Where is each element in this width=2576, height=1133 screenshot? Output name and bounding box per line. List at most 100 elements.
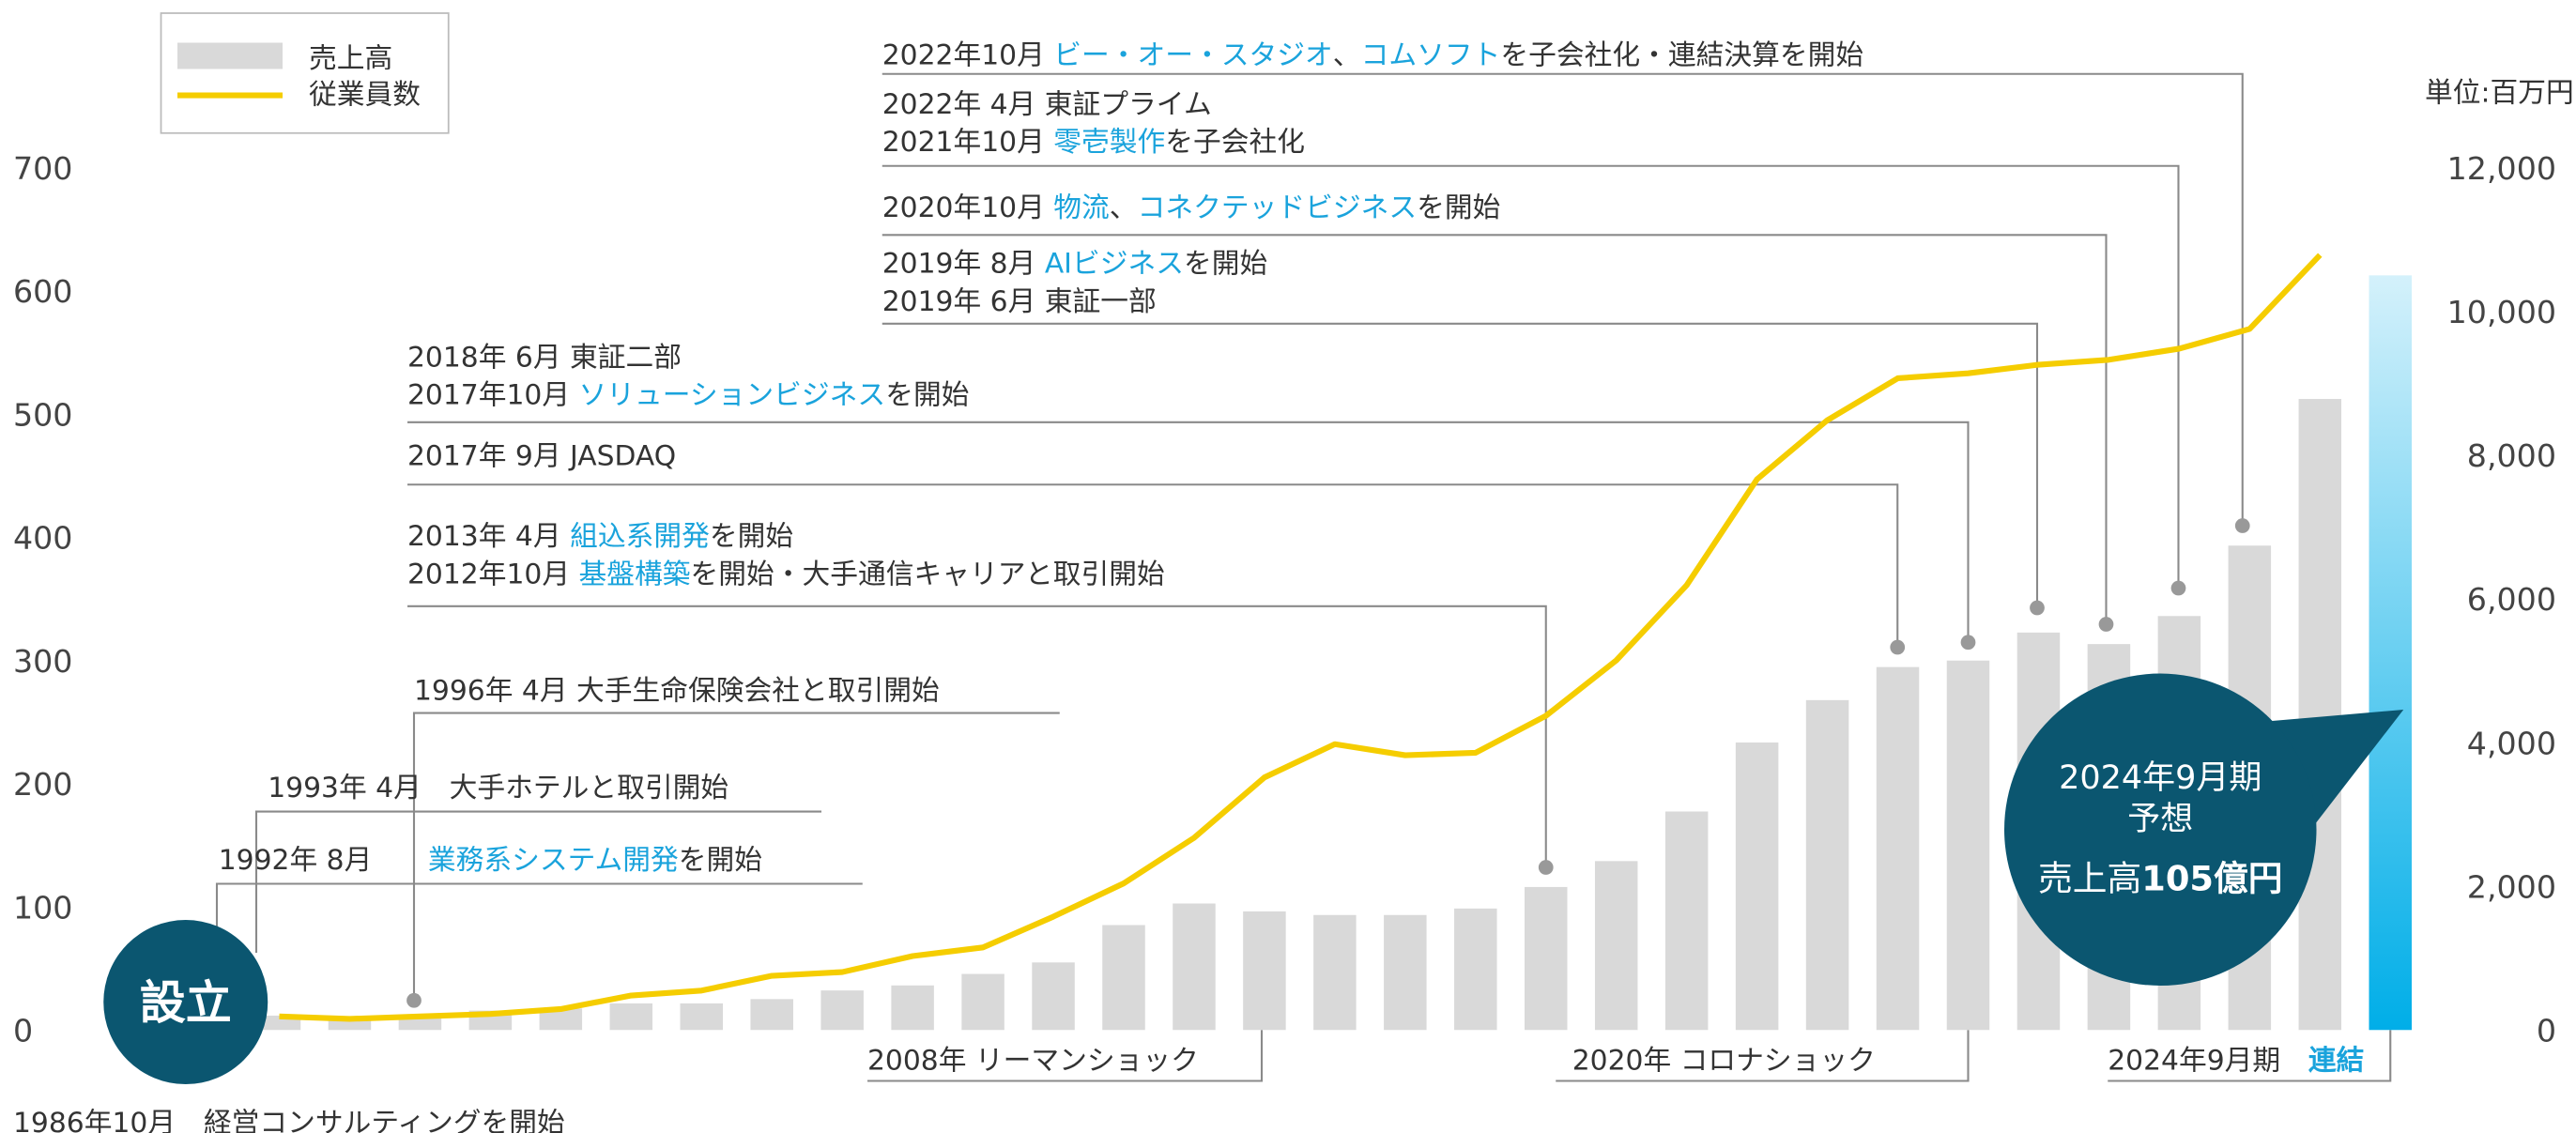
leader-dot [1960, 635, 1976, 651]
annotation-part: 2021年10月 [882, 126, 1054, 159]
y-tick-label: 500 [13, 396, 72, 433]
annotation-part: 基盤構築 [579, 558, 691, 590]
y2-tick-label: 2,000 [2467, 868, 2556, 905]
founding-badge [103, 920, 268, 1085]
annotation: 2022年 4月 東証プライム [882, 88, 1212, 121]
annotation-part: 2008年 リーマンショック [867, 1044, 1199, 1077]
bar [1173, 903, 1216, 1031]
annotation-part: 売上高 [2038, 859, 2141, 899]
leader-line [407, 483, 1899, 648]
annotation-part: 2022年 4月 東証プライム [882, 88, 1212, 121]
annotation-part: 2020年 コロナショック [1572, 1044, 1876, 1077]
annotation-part: 1986年10月 経営コンサルティングを開始 [13, 1107, 565, 1133]
y2-tick-label: 0 [2537, 1013, 2556, 1049]
bar [1735, 743, 1779, 1031]
leader-line [215, 882, 863, 928]
leader-dot [1538, 860, 1554, 875]
annotation-part: 零壱製作 [1053, 126, 1165, 159]
bar [1594, 861, 1638, 1031]
bar [1102, 925, 1145, 1031]
annotation-part: 業務系システム開発 [428, 844, 679, 877]
annotation-part: 2024年9月期 [2108, 1044, 2308, 1077]
annotation: 2019年 6月 東証一部 [882, 285, 1157, 318]
annotation-part: を子会社化 [1165, 126, 1305, 159]
bar [1525, 886, 1568, 1031]
bar [609, 1003, 653, 1031]
annotation-part: 2012年10月 [407, 558, 579, 590]
bar [961, 973, 1004, 1031]
annotation-part: ビー・オー・スタジオ [1053, 38, 1333, 71]
annotation: 2020年10月 物流、コネクテッドビジネスを開始 [882, 191, 1501, 224]
annotation: 2018年 6月 東証二部 [407, 341, 682, 374]
forecast-line: 2024年9月期 [2059, 759, 2262, 797]
y2-tick-label: 12,000 [2447, 150, 2556, 187]
annotation: 1992年 8月 業務系システム開発を開始 [219, 844, 762, 877]
employee-line [279, 253, 2323, 1022]
leader-line [882, 72, 2244, 527]
y2-tick-label: 8,000 [2467, 437, 2556, 474]
y-tick-label: 600 [13, 273, 72, 310]
annotation-part: ソリューションビジネス [579, 379, 886, 412]
bar [1454, 908, 1497, 1031]
y-tick-label: 300 [13, 643, 72, 680]
bar [1032, 962, 1075, 1031]
bar [750, 999, 793, 1031]
y2-tick-label: 6,000 [2467, 581, 2556, 618]
legend-swatch [177, 42, 283, 69]
annotation-part: 2019年 8月 [882, 248, 1045, 281]
annotation: 1986年10月 経営コンサルティングを開始 [13, 1107, 565, 1133]
annotation-part: 組込系開発 [570, 520, 710, 553]
annotation: 2017年 9月 JASDAQ [407, 439, 676, 472]
annotation-part: 2019年 6月 東証一部 [882, 285, 1157, 318]
annotation: 1996年 4月 大手生命保険会社と取引開始 [414, 675, 940, 708]
bar [1805, 699, 1849, 1031]
annotation-part: 105億円 [2141, 859, 2282, 899]
leader-dot [2030, 600, 2045, 616]
annotation: 1993年 4月 大手ホテルと取引開始 [268, 772, 728, 804]
annotation-part: 2013年 4月 [407, 520, 570, 553]
annotation: 2017年10月 ソリューションビジネスを開始 [407, 379, 969, 412]
highlight-bar [2369, 275, 2412, 1031]
leader-line [882, 322, 2039, 608]
annotation-part: 1996年 4月 大手生命保険会社と取引開始 [414, 675, 940, 708]
leader-line [882, 164, 2180, 589]
y-tick-label: 400 [13, 520, 72, 557]
bar [1384, 914, 1427, 1031]
annotation: 2012年10月 基盤構築を開始・大手通信キャリアと取引開始 [407, 558, 1165, 590]
unit-label: 単位:百万円 [2425, 77, 2574, 110]
annotation-part: 2020年10月 [882, 191, 1054, 224]
legend-label: 従業員数 [309, 78, 421, 111]
annotation-part: 物流 [1053, 191, 1110, 224]
annotation-part: を開始 [1184, 248, 1267, 281]
annotation-part: 1993年 4月 大手ホテルと取引開始 [268, 772, 728, 804]
annotation: 2022年10月 ビー・オー・スタジオ、コムソフトを子会社化・連結決算を開始 [882, 38, 1863, 71]
annotation-part: を開始 [679, 844, 762, 877]
annotation-part: 、 [1333, 38, 1361, 71]
leader-line [2108, 1030, 2392, 1082]
leader-dot [2234, 518, 2250, 533]
annotation-part: を開始 [710, 520, 793, 553]
annotation: 2013年 4月 組込系開発を開始 [407, 520, 793, 553]
y-tick-label: 200 [13, 766, 72, 803]
annotation-part: AIビジネス [1045, 248, 1184, 281]
forecast-badge [2004, 673, 2317, 987]
y-tick-label: 0 [13, 1013, 33, 1049]
leader-line [412, 712, 1060, 1001]
bar [820, 990, 864, 1031]
annotation: 2024年9月期 連結 [2108, 1044, 2364, 1077]
annotation-part: コムソフト [1361, 38, 1501, 71]
y-tick-label: 700 [13, 150, 72, 187]
bar [2298, 399, 2342, 1031]
bar [680, 1003, 723, 1031]
bar [1313, 914, 1357, 1031]
annotation-part: を開始・大手通信キャリアと取引開始 [691, 558, 1165, 590]
legend-box [160, 12, 450, 134]
annotation-part: 、 [1110, 191, 1138, 224]
annotation-part: を子会社化・連結決算を開始 [1500, 38, 1863, 71]
bar [539, 1008, 583, 1031]
leader-line [407, 421, 1970, 643]
bar [1243, 911, 1286, 1031]
y2-tick-label: 10,000 [2447, 294, 2556, 330]
